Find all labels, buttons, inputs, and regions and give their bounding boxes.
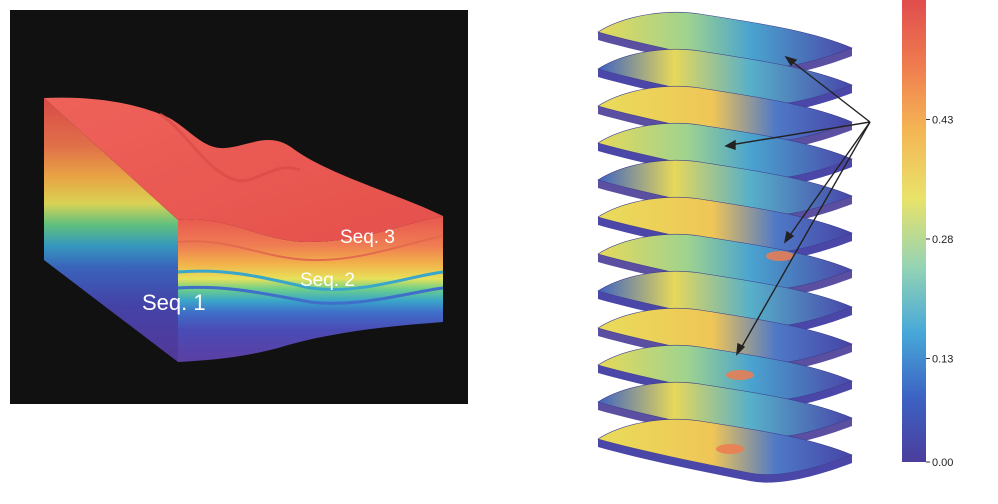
- arrow-head: [736, 342, 746, 356]
- colorbar: 0.00 0.13 0.28 0.43: [900, 0, 998, 499]
- slice-edge: [598, 439, 852, 483]
- colorbar-tick-label: 0.00: [932, 457, 953, 469]
- high-value-spot: [716, 444, 744, 454]
- colorbar-tick-label: 0.43: [932, 114, 953, 126]
- arrow-head: [724, 139, 736, 150]
- reservoir-model-block: Seq. 1 Seq. 2 Seq. 3: [10, 10, 468, 404]
- colorbar-gradient: [902, 0, 926, 462]
- model-left-face: [44, 98, 178, 362]
- seq-2-label: Seq. 2: [300, 270, 355, 291]
- annotation-arrow: [787, 121, 871, 239]
- colorbar-canvas: 0.00 0.13 0.28 0.43: [902, 0, 953, 469]
- high-value-spot: [726, 370, 754, 380]
- model-canvas: Seq. 1 Seq. 2 Seq. 3: [10, 10, 468, 404]
- layer-boundary: [177, 269, 444, 292]
- slices-canvas: [597, 11, 871, 483]
- arrow-head: [783, 230, 795, 244]
- layer-boundary: [177, 235, 444, 262]
- arrow-head: [784, 55, 798, 67]
- annotation-arrow: [729, 121, 871, 146]
- colorbar-tick-label: 0.28: [932, 234, 953, 246]
- stacked-slices-panel: [580, 0, 880, 499]
- surface-ridge: [159, 112, 301, 183]
- seq-1-label: Seq. 1: [142, 290, 206, 315]
- annotation-arrow: [739, 121, 871, 351]
- seq-3-label: Seq. 3: [340, 227, 395, 248]
- annotation-arrow: [789, 59, 871, 123]
- model-top-surface: [44, 97, 443, 242]
- high-value-spot: [766, 251, 794, 261]
- layer-boundary: [177, 285, 444, 305]
- colorbar-tick-label: 0.13: [932, 353, 953, 365]
